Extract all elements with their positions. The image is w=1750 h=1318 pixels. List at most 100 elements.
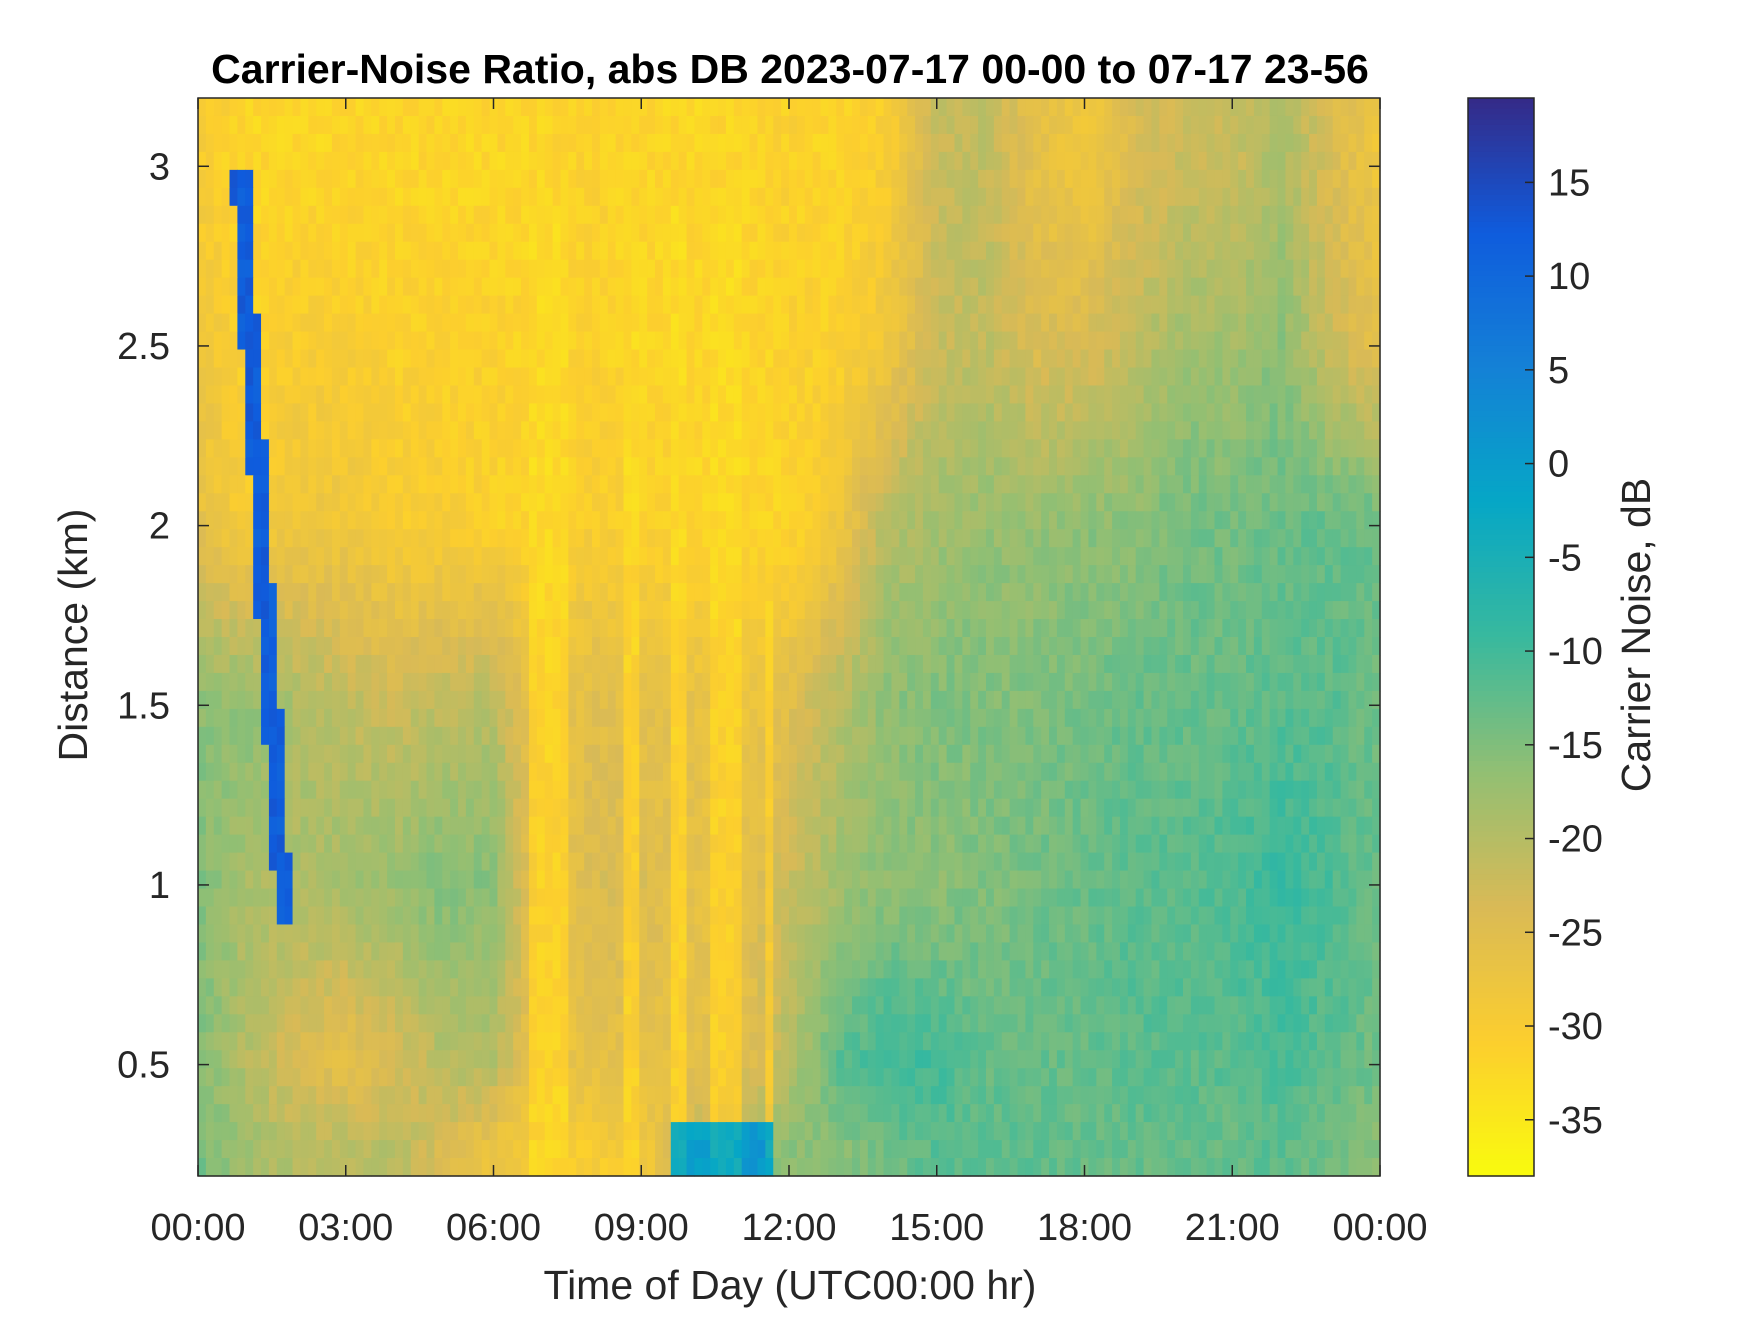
heatmap-cell [552,565,562,584]
heatmap-cell [922,421,932,440]
heatmap-cell [1190,133,1200,153]
heatmap-cell [875,385,885,405]
heatmap-cell [568,511,577,530]
heatmap-cell [331,637,341,656]
heatmap-cell [773,187,782,207]
heatmap-cell [1190,637,1200,656]
heatmap-cell [670,295,680,315]
heatmap-cell [521,690,530,710]
heatmap-cell [1340,439,1350,458]
heatmap-cell [497,439,506,458]
heatmap-cell [757,133,766,153]
heatmap-cell [198,565,207,584]
heatmap-cell [1017,583,1026,602]
heatmap-cell [922,619,932,638]
heatmap-cell [339,205,349,225]
heatmap-cell [1001,403,1011,422]
heatmap-cell [1080,331,1090,351]
heatmap-cell [938,98,948,117]
heatmap-cell [198,331,207,351]
heatmap-cell [363,367,372,387]
heatmap-cell [1364,259,1373,279]
heatmap-cell [521,367,530,387]
heatmap-cell [544,259,554,279]
heatmap-cell [536,601,546,620]
heatmap-cell [521,637,530,656]
heatmap-cell [867,151,877,171]
heatmap-cell [371,654,380,674]
heatmap-cell [552,151,562,171]
heatmap-cell [1151,259,1160,279]
heatmap-cell [1001,583,1011,602]
heatmap-cell [536,259,546,279]
heatmap-cell [552,313,562,333]
heatmap-cell [268,205,278,225]
heatmap-cell [1206,367,1216,387]
heatmap-cell [1332,439,1342,458]
heatmap-cell [584,367,593,387]
heatmap-cell [1127,115,1137,135]
heatmap-cell [355,385,365,405]
heatmap-cell [261,421,270,440]
heatmap-cell [1206,529,1216,548]
heatmap-cell [568,637,577,656]
heatmap-cell [363,583,372,602]
heatmap-cell [938,421,948,440]
heatmap-cell [647,385,656,405]
heatmap-cell [1190,583,1200,602]
heatmap-cell [946,169,956,189]
heatmap-cell [410,511,420,530]
heatmap-cell [497,654,506,674]
heatmap-cell [1025,654,1034,674]
heatmap-cell [1238,583,1247,602]
heatmap-cell [276,672,286,692]
heatmap-cell [1222,151,1231,171]
heatmap-cell [584,403,593,422]
heatmap-cell [875,547,885,566]
heatmap-cell [1246,672,1255,692]
heatmap-cell [331,295,341,315]
heatmap-cell [1324,439,1334,458]
heatmap-cell [993,457,1003,476]
heatmap-cell [1143,547,1153,566]
heatmap-cell [1119,529,1129,548]
heatmap-cell [363,385,372,405]
heatmap-cell [1198,493,1208,512]
heatmap-cell [316,565,325,584]
heatmap-cell [639,98,648,117]
heatmap-cell [387,277,396,297]
heatmap-cell [1214,313,1223,333]
heatmap-cell [331,403,341,422]
heatmap-cell [915,331,924,351]
heatmap-cell [836,547,845,566]
heatmap-cell [1356,205,1365,225]
heatmap-cell [1041,205,1050,225]
heatmap-cell [773,672,782,692]
heatmap-cell [426,169,435,189]
heatmap-cell [418,295,428,315]
heatmap-cell [836,529,845,548]
heatmap-cell [875,457,885,476]
heatmap-cell [505,690,514,710]
heatmap-cell [938,439,948,458]
heatmap-cell [1001,457,1011,476]
heatmap-cell [1119,385,1129,405]
heatmap-cell [796,295,806,315]
heatmap-cell [1301,475,1310,494]
heatmap-cell [1277,169,1287,189]
heatmap-cell [631,241,640,261]
heatmap-cell [1104,672,1113,692]
heatmap-cell [670,493,680,512]
heatmap-cell [544,529,554,548]
heatmap-cell [694,583,703,602]
heatmap-cell [891,331,900,351]
heatmap-cell [852,151,861,171]
heatmap-cell [205,241,215,261]
heatmap-cell [521,349,530,369]
heatmap-cell [1253,331,1263,351]
heatmap-cell [789,583,798,602]
heatmap-cell [1143,367,1153,387]
heatmap-cell [836,583,845,602]
heatmap-cell [773,313,782,333]
heatmap-cell [1049,583,1058,602]
